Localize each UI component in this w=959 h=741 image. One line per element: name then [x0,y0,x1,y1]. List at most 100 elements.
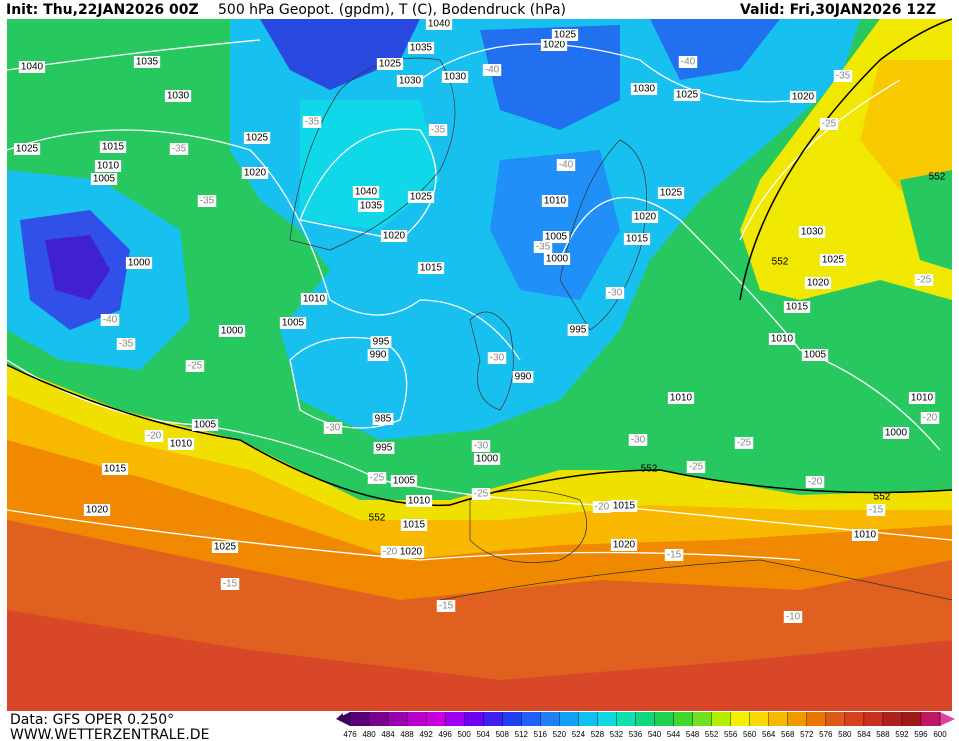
colorbar-tick-label: 492 [419,730,433,739]
isobar-label-box [357,200,385,212]
temperature-label: -10 [786,612,801,623]
north-africa [439,559,953,601]
temperature-label: -35 [119,339,134,350]
isobar-label: 1015 [403,520,426,531]
isobar-label: 1010 [670,393,693,404]
temperature-label-box [197,195,217,207]
colorbar-tick-label: 488 [400,730,414,739]
colorbar-segment [464,712,484,726]
isobar-label: 1005 [393,476,416,487]
isobar-label-box [125,257,153,269]
isobar-label-box [783,301,811,313]
mild-region [900,170,952,270]
header-bar [0,0,959,18]
temperature-label: -30 [608,288,623,299]
isobar-label-box [376,58,404,70]
temperature-label: -25 [822,119,837,130]
isobar-label: 1040 [428,19,451,30]
iberia [469,489,588,563]
isobar-label-box [631,211,659,223]
isobar-label-box [397,546,425,558]
temperature-label: -20 [923,413,938,424]
colorbar-segment [369,712,389,726]
temperature-label-box [302,116,322,128]
colorbar-high-arrow [940,712,955,726]
temperature-label-box [605,287,625,299]
isobar-label-box [372,413,394,425]
temperature-label-box [556,159,576,171]
isobar-label-box [99,141,127,153]
isobar [419,43,801,103]
isobar-label-box [352,186,380,198]
isobar-label-box [167,438,195,450]
isobar-label: 1025 [246,133,269,144]
colorbar-tick-label: 548 [686,730,700,739]
isobar-label: 995 [373,337,390,348]
init-time: Init: Thu,22JAN2026 00Z [6,2,199,18]
isobar-label-box [133,56,161,68]
map-labels: 1040 1035 1030 1025 1015 1010 1005 1020 1025 1000… [13,18,946,623]
cold-core [45,235,110,300]
isobar-label-box [218,325,246,337]
greenland [289,57,456,251]
isobar-label-box [542,231,570,243]
temperature-label: -35 [200,196,215,207]
geopotential-label: 552 [369,513,386,524]
temperature-label: -40 [559,160,574,171]
temperature-label: -20 [808,477,823,488]
warm-band [7,610,952,711]
colorbar-segment [692,712,713,726]
isobar-label: 1035 [136,57,159,68]
isobar-label-box [390,475,418,487]
colorbar-segment [540,712,560,726]
isobar-label: 1015 [786,302,809,313]
temperature-label-box [664,549,684,561]
colorbar-tick-label: 520 [553,730,567,739]
isobar-label: 1000 [221,326,244,337]
temperature-label-box [185,360,205,372]
colorbar-tick-label: 528 [591,730,605,739]
colorbar-segment [844,712,865,726]
colorbar-segment [559,712,579,726]
colorbar-segment [445,712,465,726]
temperature-label: -15 [667,550,682,561]
colorbar-segment [521,712,541,726]
isobar-label: 1005 [194,420,217,431]
colorbar-tick-label: 484 [381,730,395,739]
map [6,18,953,711]
temperature-label-box [169,143,189,155]
colorbar-tick-label: 596 [914,730,928,739]
colorbar-segment [635,712,656,726]
colorbar-segment [711,712,732,726]
colorbar-tick-label: 556 [724,730,738,739]
isobar-label-box [407,42,435,54]
isobar-label-box [667,392,695,404]
colorbar-segment [673,712,694,726]
isobar-label: 1000 [128,258,151,269]
isobar-label-box [798,226,826,238]
colorbar-segment [920,712,941,726]
temperature-label-box [116,338,136,350]
isobar-label: 1020 [86,505,109,516]
colorbar-segment [749,712,770,726]
temperature-label-box [220,578,240,590]
temperature-label-box [367,472,387,484]
isobar-label: 985 [375,414,392,425]
isobar-label: 1035 [410,43,433,54]
valid-time: Valid: Fri,30JAN2026 12Z [740,2,936,18]
isobar-label-box [441,71,469,83]
colorbar-segment [483,712,503,726]
temperature-label: -25 [188,361,203,372]
isobar-label: 1025 [822,255,845,266]
temperature-label-box [533,241,553,253]
isobar [299,128,437,241]
contour-552 [739,18,953,301]
isobar-label-box [801,349,829,361]
geopotential-label: 552 [874,492,891,503]
temperature-label-box [920,412,940,424]
colorbar-low-arrow [336,712,350,726]
isobar-label: 1030 [801,227,824,238]
temperature-label: -20 [147,431,162,442]
isobar-label: 1010 [771,334,794,345]
scandinavia [559,139,648,331]
